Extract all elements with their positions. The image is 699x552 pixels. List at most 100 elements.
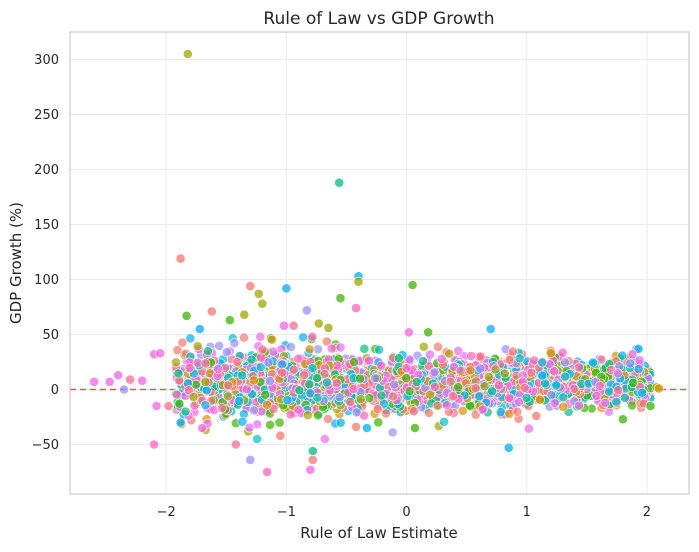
data-point <box>613 385 624 396</box>
data-point <box>335 342 346 353</box>
data-point <box>447 391 458 402</box>
data-point <box>514 397 524 407</box>
data-point <box>200 400 211 411</box>
data-point-outlier <box>654 383 664 394</box>
data-point <box>569 383 580 394</box>
data-point-outlier <box>334 177 345 188</box>
data-point-outlier <box>151 401 162 411</box>
data-point-outlier <box>351 421 361 432</box>
data-point-outlier <box>301 305 312 316</box>
data-point <box>374 344 384 355</box>
data-point <box>304 379 315 390</box>
x-tick-labels: −2 −1 0 1 2 <box>157 505 652 520</box>
data-point <box>436 353 447 364</box>
data-point <box>202 346 213 357</box>
data-point-outlier <box>410 423 420 433</box>
data-point <box>312 372 322 383</box>
data-point <box>404 386 415 396</box>
data-point <box>445 376 456 387</box>
data-point <box>411 377 422 387</box>
data-point <box>312 344 323 355</box>
data-point-outlier <box>335 293 346 304</box>
data-point <box>444 348 455 359</box>
data-point <box>475 363 486 374</box>
data-point <box>319 434 330 444</box>
data-point-outlier <box>407 280 418 290</box>
data-point <box>171 357 181 368</box>
x-tick-label: −2 <box>157 505 176 520</box>
data-point <box>239 332 249 343</box>
data-points <box>89 49 664 477</box>
data-point-outlier <box>245 454 256 465</box>
data-point <box>255 331 266 342</box>
data-point <box>229 338 240 349</box>
data-point-outlier <box>197 423 208 433</box>
data-point <box>429 367 440 378</box>
y-tick-label: 0 <box>51 383 59 398</box>
data-point <box>376 390 387 401</box>
data-point <box>244 422 255 433</box>
x-tick-label: 1 <box>523 505 531 520</box>
data-point <box>200 376 211 387</box>
data-point-outlier <box>137 375 148 386</box>
data-point <box>425 389 435 400</box>
data-point <box>512 406 523 417</box>
data-point <box>495 407 506 417</box>
y-tick-label: 200 <box>34 163 59 178</box>
data-point <box>257 344 268 355</box>
data-point <box>387 427 398 438</box>
data-point <box>558 392 569 403</box>
data-point <box>304 344 315 355</box>
data-point <box>620 392 630 403</box>
data-point <box>455 365 466 376</box>
data-point <box>246 354 257 365</box>
data-point <box>466 351 477 362</box>
data-point <box>551 380 562 391</box>
data-point-outlier <box>617 414 628 425</box>
data-point <box>214 340 225 351</box>
data-point <box>535 394 545 405</box>
y-tick-label: 250 <box>34 108 59 123</box>
data-point-outlier <box>307 454 318 465</box>
data-point <box>423 408 434 418</box>
y-tick-label: 50 <box>42 328 59 343</box>
data-point <box>574 362 584 373</box>
data-point-outlier <box>275 430 286 441</box>
data-point <box>418 356 428 366</box>
data-point <box>331 378 342 389</box>
data-point <box>241 384 252 395</box>
data-point <box>177 337 188 348</box>
data-point <box>487 386 498 397</box>
data-point-outlier <box>288 320 299 331</box>
data-point <box>587 357 598 368</box>
data-point <box>345 397 356 407</box>
data-point <box>514 353 525 364</box>
data-point <box>433 341 443 352</box>
data-point <box>611 396 622 407</box>
data-point <box>389 379 399 390</box>
data-point <box>364 393 375 403</box>
data-point <box>223 380 234 391</box>
data-point <box>255 362 266 373</box>
data-point <box>213 364 224 374</box>
data-point <box>475 351 486 362</box>
data-point-outlier <box>182 49 193 59</box>
data-point <box>192 341 203 352</box>
data-point <box>349 357 359 367</box>
data-point <box>348 384 359 394</box>
data-point <box>217 403 227 413</box>
data-point <box>499 368 510 379</box>
data-point <box>286 342 296 352</box>
data-point <box>537 357 548 368</box>
data-point <box>465 365 476 376</box>
data-point <box>441 400 452 411</box>
data-point-outlier <box>279 320 289 331</box>
data-point <box>526 367 537 378</box>
data-point <box>268 346 279 357</box>
data-point <box>322 377 332 388</box>
data-point <box>321 336 332 347</box>
data-point-outlier <box>104 376 115 387</box>
data-point <box>249 405 259 416</box>
data-point <box>355 394 366 405</box>
